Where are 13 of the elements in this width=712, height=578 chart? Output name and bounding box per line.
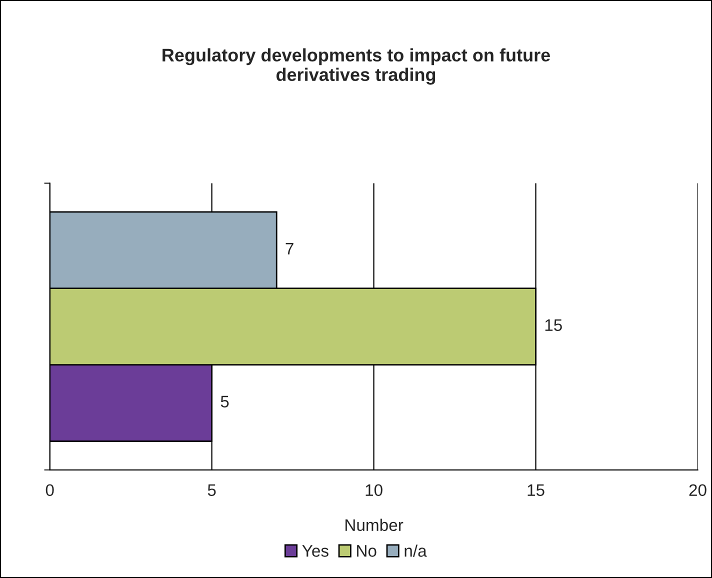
x-axis-title: Number xyxy=(346,518,404,532)
legend-label: n/a xyxy=(404,544,427,557)
x-tick-label: 10 xyxy=(366,484,382,496)
legend-label: No xyxy=(357,545,376,557)
data-label: 15 xyxy=(545,319,562,332)
x-tick-label: 0 xyxy=(46,484,54,496)
chart-title: Regulatory developments to impact on future derivatives trading xyxy=(162,48,550,85)
legend-label: Yes xyxy=(302,545,328,557)
x-tick-label: 5 xyxy=(208,484,216,496)
data-label: 7 xyxy=(286,242,294,254)
data-label: 5 xyxy=(220,396,229,408)
x-tick-label: 20 xyxy=(689,484,706,496)
x-tick-label: 15 xyxy=(528,484,544,496)
